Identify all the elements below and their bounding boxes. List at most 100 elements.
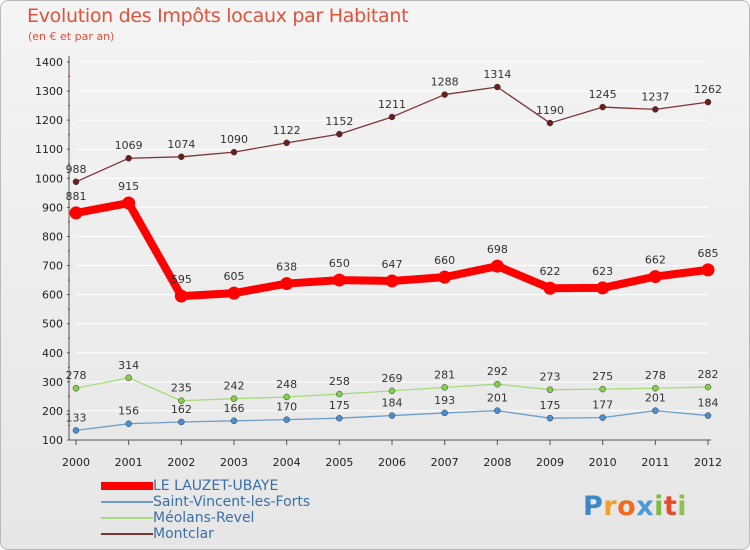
legend-item: Saint-Vincent-les-Forts (101, 494, 311, 510)
data-point (72, 178, 80, 186)
data-point (652, 384, 659, 392)
data-point (125, 420, 132, 427)
data-point (546, 386, 554, 393)
legend-item: Montclar (101, 526, 214, 542)
data-point (490, 259, 504, 273)
data-label: 662 (645, 254, 666, 267)
x-tick-label: 2001 (115, 456, 143, 469)
data-label: 605 (224, 270, 245, 283)
data-point (230, 148, 238, 156)
data-label: 281 (434, 368, 455, 381)
y-tick-label: 400 (42, 347, 63, 360)
data-point (336, 130, 343, 138)
data-point (494, 380, 501, 388)
data-point (648, 270, 662, 284)
chart-title: Evolution des Impôts locaux par Habitant (27, 5, 409, 27)
data-label: 184 (382, 397, 403, 410)
data-label: 685 (698, 247, 719, 260)
data-label: 177 (592, 399, 613, 412)
data-label: 1152 (325, 115, 353, 128)
x-tick-label: 2003 (220, 456, 248, 469)
legend-item: LE LAUZET-UBAYE (101, 478, 279, 494)
data-point (230, 395, 238, 402)
data-label: 622 (540, 265, 561, 278)
y-tick-label: 100 (42, 434, 63, 447)
y-tick-label: 300 (42, 376, 63, 389)
data-point (388, 412, 396, 419)
y-tick-label: 1300 (35, 85, 63, 98)
data-label: 292 (487, 365, 508, 378)
logo-letter: i (677, 491, 688, 522)
data-point (494, 83, 501, 91)
legend-label: LE LAUZET-UBAYE (153, 478, 279, 494)
data-point (599, 414, 606, 421)
data-label: 595 (171, 273, 192, 286)
data-point (336, 414, 343, 422)
y-tick-label: 600 (42, 289, 63, 302)
legend-swatch (101, 482, 153, 490)
data-label: 698 (487, 243, 508, 256)
logo-letter: P (583, 491, 604, 522)
data-point (652, 407, 659, 414)
legend-label: Saint-Vincent-les-Forts (153, 494, 311, 510)
data-label: 647 (382, 258, 403, 271)
data-label: 166 (224, 402, 245, 415)
series-group (69, 83, 715, 434)
data-label: 1237 (641, 90, 669, 103)
legend-item: Méolans-Revel (101, 510, 254, 526)
y-tick-label: 1200 (35, 114, 63, 127)
y-tick-label: 800 (42, 230, 63, 243)
x-tick-label: 2011 (641, 456, 669, 469)
data-label: 1090 (220, 133, 248, 146)
data-point (125, 154, 132, 162)
data-label: 1122 (273, 124, 301, 137)
y-tick-label: 500 (42, 318, 63, 331)
y-tick-label: 200 (42, 405, 63, 418)
data-label: 248 (276, 378, 297, 391)
data-label: 314 (118, 359, 139, 372)
y-tick-label: 1100 (35, 143, 63, 156)
data-point (122, 196, 136, 210)
axes: 100 200 300 400 500 600 700 800 900 1000 1100 1200 1… (35, 56, 722, 469)
data-label: 201 (645, 392, 666, 405)
data-labels: 988 1069 1074 1090 1122 1152 1211 1288 1314 1190 1… (66, 68, 723, 424)
data-point (546, 414, 554, 422)
data-label: 1069 (115, 139, 143, 152)
data-label: 650 (329, 257, 350, 270)
data-label: 1190 (536, 104, 564, 117)
legend-label: Montclar (153, 526, 214, 542)
x-tick-label: 2004 (273, 456, 301, 469)
data-point (494, 407, 501, 414)
x-tick-label: 2006 (378, 456, 406, 469)
data-point (280, 277, 294, 291)
chart-subtitle: (en € et par an) (28, 30, 115, 43)
data-point (596, 281, 610, 295)
logo-letter: x (636, 491, 655, 522)
data-point (332, 273, 346, 287)
x-tick-label: 2005 (325, 456, 353, 469)
data-label: 1074 (167, 138, 195, 151)
data-point (704, 412, 712, 419)
legend-swatch (101, 533, 153, 535)
grid-lines (76, 61, 708, 441)
data-point (227, 286, 241, 300)
x-tick-label: 2009 (536, 456, 564, 469)
data-label: 258 (329, 375, 350, 388)
data-point (441, 384, 448, 391)
data-point (441, 409, 448, 417)
data-label: 881 (66, 190, 87, 203)
logo-letter: i (654, 491, 664, 522)
data-point (72, 384, 80, 392)
data-point (178, 153, 185, 161)
data-label: 156 (118, 405, 139, 418)
data-point (283, 139, 290, 147)
y-tick-label: 1000 (35, 172, 63, 185)
data-point (336, 390, 343, 398)
data-label: 184 (698, 397, 719, 410)
data-label: 133 (66, 411, 87, 424)
y-tick-label: 700 (42, 260, 63, 273)
data-label: 193 (434, 394, 455, 407)
data-label: 1245 (589, 88, 617, 101)
